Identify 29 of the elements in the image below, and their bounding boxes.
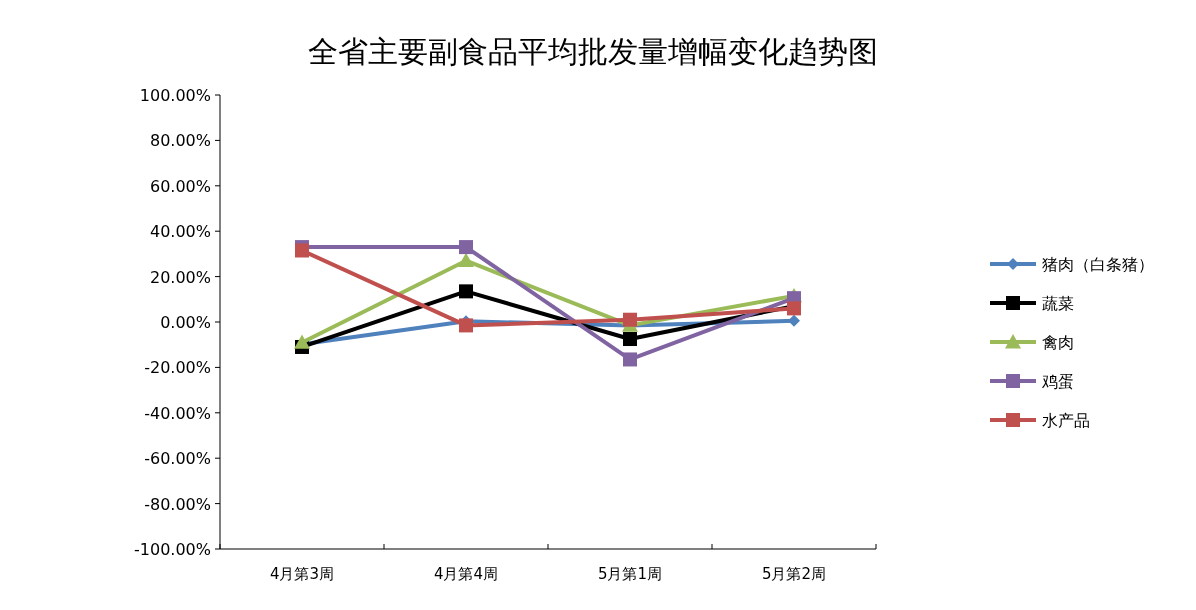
y-tick-label: 60.00% <box>149 176 211 196</box>
x-tick-label: 4月第4周 <box>433 565 499 583</box>
y-tick-label: 80.00% <box>149 131 211 151</box>
y-tick-label: -60.00% <box>144 449 211 469</box>
legend-label: 鸡蛋 <box>1041 372 1074 391</box>
point <box>458 252 474 268</box>
y-tick-label: 0.00% <box>160 313 211 332</box>
legend-label: 禽肉 <box>1042 333 1074 352</box>
y-tick-label: -40.00% <box>144 403 211 423</box>
point <box>459 318 473 333</box>
legend-label: 水产品 <box>1042 411 1090 430</box>
point <box>459 240 473 255</box>
point <box>294 334 310 349</box>
point <box>623 312 637 327</box>
legend-label: 蔬菜 <box>1042 294 1074 313</box>
y-tick-label: 20.00% <box>149 267 211 287</box>
y-tick-label: 100.00% <box>139 86 211 105</box>
x-tick-label: 5月第1周 <box>597 565 663 583</box>
y-tick-label: -100.00% <box>134 540 211 559</box>
legend-label: 猪肉（白条猪） <box>1042 255 1154 274</box>
y-tick-label: -80.00% <box>144 494 211 514</box>
point <box>623 332 637 347</box>
x-tick-label: 4月第3周 <box>269 565 335 583</box>
y-tick-label: 40.00% <box>149 222 211 242</box>
x-tick-label: 5月第2周 <box>761 565 827 583</box>
y-tick-label: -20.00% <box>144 358 211 378</box>
point <box>459 284 473 299</box>
point <box>623 352 637 367</box>
chart-title: 全省主要副食品平均批发量增幅变化趋势图 <box>308 34 878 69</box>
